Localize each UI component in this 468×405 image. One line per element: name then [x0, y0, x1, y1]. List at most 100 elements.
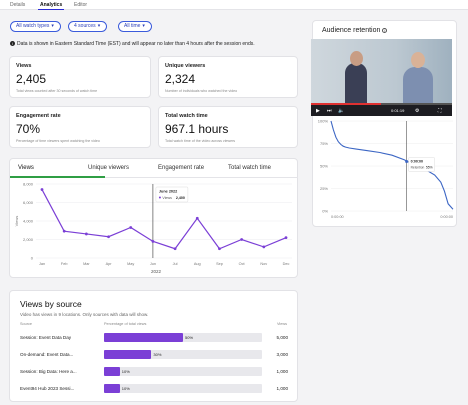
x-tick-label: Apr	[106, 262, 113, 266]
source-percent-label: 30%	[153, 351, 162, 357]
timezone-notice: i Data is shown in Eastern Standard Time …	[10, 41, 255, 47]
source-row: Session: Event Data Day 50% 5,000	[10, 330, 298, 348]
source-percent-label: 50%	[185, 334, 194, 340]
y-tick-label: 0%	[322, 209, 328, 214]
stat-desc: Number of individuals who watched the vi…	[165, 89, 238, 93]
section-title: Views by source	[20, 299, 82, 309]
column-header-percentage: Percentage of total views	[104, 322, 147, 326]
volume-icon[interactable]: 🔈	[338, 108, 345, 114]
chevron-down-icon: ▾	[142, 23, 145, 29]
chart-tab-active-indicator	[10, 176, 105, 178]
source-bar-fill	[104, 367, 120, 376]
y-tick-label: 75%	[320, 141, 328, 146]
tooltip-title: 0:00:00	[411, 160, 423, 164]
data-point	[284, 236, 288, 240]
x-tick-label: Aug	[194, 262, 201, 266]
fullscreen-icon[interactable]: ⛶	[438, 108, 442, 114]
source-bar-fill	[104, 384, 120, 393]
tooltip-title: June 2022	[159, 190, 177, 194]
tab-editor[interactable]: Editor	[74, 2, 88, 8]
play-icon[interactable]: ▶	[316, 108, 320, 114]
data-point	[62, 229, 66, 233]
data-point	[129, 226, 133, 229]
source-bar-track: 10%	[104, 367, 262, 376]
watch-types-filter[interactable]: All watch types ▾	[10, 21, 61, 32]
x-tick-label: Jul	[173, 262, 178, 266]
retention-title-text: Audience retention	[322, 27, 381, 34]
data-point	[195, 216, 199, 220]
data-point	[107, 235, 110, 239]
tab-analytics[interactable]: Analytics	[37, 2, 65, 10]
video-person	[411, 52, 425, 68]
skip-forward-icon[interactable]: ⏭	[327, 108, 332, 114]
video-progress-bar[interactable]	[311, 103, 452, 105]
data-point	[240, 238, 244, 241]
column-header-source: Source	[20, 322, 33, 326]
video-person	[350, 51, 363, 66]
data-point	[218, 247, 221, 251]
y-tick-label: 0	[31, 256, 34, 261]
views-chart-card: Views Unique viewers Engagement rate Tot…	[9, 158, 298, 278]
tooltip-series: Retention	[411, 166, 425, 170]
sources-label: 4 sources	[74, 23, 96, 29]
source-percent-label: 10%	[121, 368, 130, 374]
settings-icon[interactable]: ⚙	[415, 108, 420, 114]
source-views: 1,000	[276, 369, 289, 374]
video-player[interactable]: ▶ ⏭ 🔈 0:01:19 ⚙ ⛶	[311, 39, 452, 116]
source-views: 5,000	[276, 335, 289, 340]
source-bar-fill	[104, 333, 183, 342]
stat-card-watch-time: Total watch time 967.1 hours Total watch…	[158, 106, 298, 148]
watch-types-label: All watch types	[16, 23, 50, 29]
retention-line-chart: 100%75%50%25%0%0:00:00 0:00:000:00:00Rete…	[318, 119, 454, 219]
column-header-views: Views	[276, 322, 287, 326]
views-by-source-card: Views by source Video has views in 9 loc…	[9, 290, 298, 402]
tab-details[interactable]: Details	[10, 2, 26, 8]
tooltip-value: 55%	[426, 166, 433, 170]
time-filter[interactable]: All time ▾	[118, 21, 152, 32]
x-tick-label: Feb	[61, 262, 68, 266]
stat-desc: Percentage of time viewers spent watchin…	[16, 139, 100, 143]
stat-label: Views	[16, 63, 32, 69]
stat-card-engagement: Engagement rate 70% Percentage of time v…	[9, 106, 151, 148]
stat-label: Total watch time	[165, 113, 208, 119]
source-row: Session: Big Data: Here a... 10% 1,000	[10, 364, 298, 382]
stat-label: Engagement rate	[16, 113, 61, 119]
x-tick-label: May	[127, 262, 134, 266]
video-progress-fill	[311, 103, 381, 105]
stat-label: Unique viewers	[165, 63, 206, 69]
views-series-line	[41, 189, 287, 250]
source-bar-track: 10%	[104, 384, 262, 393]
chart-tab-total-watch-time[interactable]: Total watch time	[228, 165, 272, 171]
y-tick-label: 50%	[320, 164, 328, 169]
tooltip-box	[408, 157, 435, 172]
x-tick-label: Sep	[216, 262, 223, 266]
tooltip-value: 2,400	[176, 196, 185, 200]
source-percent-label: 10%	[121, 385, 130, 391]
chart-tab-divider	[10, 177, 298, 178]
y-tick-label: 8,000	[23, 182, 34, 187]
x-tick-label: Jun	[150, 262, 156, 266]
tooltip-swatch	[158, 196, 161, 199]
x-tick-label: Dec	[283, 262, 290, 266]
sources-filter[interactable]: 4 sources ▾	[68, 21, 108, 32]
chevron-down-icon: ▾	[51, 23, 54, 29]
chart-tab-unique-viewers[interactable]: Unique viewers	[88, 165, 130, 171]
source-name: Session: Big Data: Here a...	[20, 369, 77, 374]
x-tick-label: 0:00:00	[331, 215, 344, 219]
video-controls: ▶ ⏭ 🔈 0:01:19 ⚙ ⛶	[311, 105, 452, 116]
timezone-notice-text: Data is shown in Eastern Standard Time (…	[17, 41, 255, 47]
retention-marker	[405, 160, 409, 163]
chart-tab-views[interactable]: Views	[18, 165, 34, 171]
x-tick-label: Mar	[83, 262, 90, 266]
section-subtitle: Video has views in 9 locations. Only sou…	[20, 312, 149, 317]
time-label: All time	[124, 23, 141, 29]
tooltip-box	[155, 186, 189, 203]
y-tick-label: 6,000	[23, 200, 34, 205]
stat-card-unique-viewers: Unique viewers 2,324 Number of individua…	[158, 56, 298, 98]
info-icon: i	[382, 27, 388, 33]
y-axis-label: Views	[14, 216, 19, 227]
source-views: 3,000	[276, 352, 289, 357]
chevron-down-icon: ▾	[97, 23, 101, 29]
source-bar-track: 30%	[104, 350, 262, 359]
chart-tab-engagement-rate[interactable]: Engagement rate	[158, 165, 205, 171]
